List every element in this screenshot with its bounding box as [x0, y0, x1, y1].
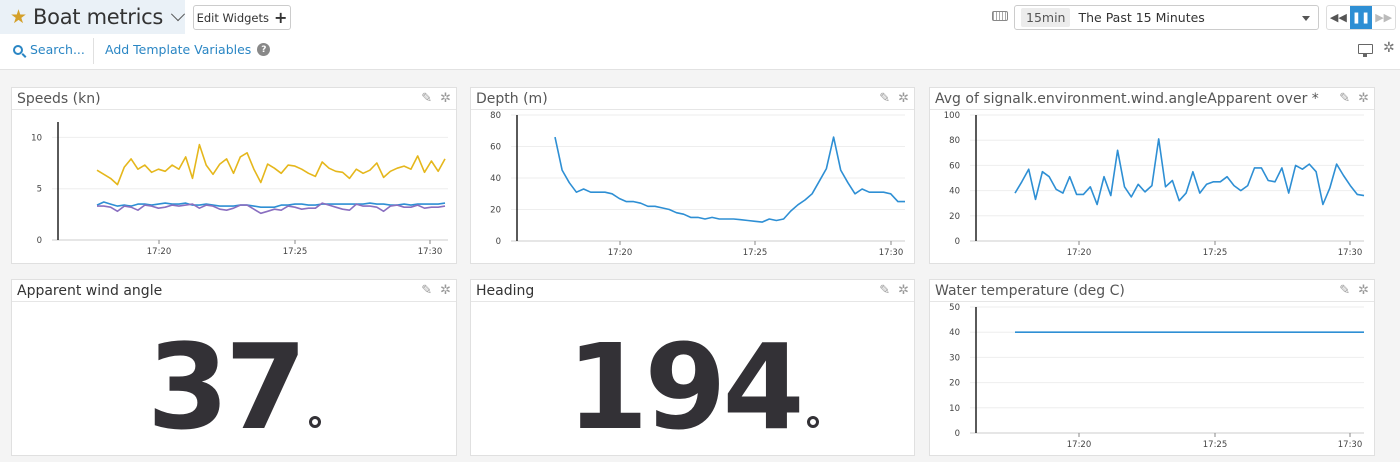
help-icon[interactable]: ? [257, 43, 271, 56]
template-vars-label: Add Template Variables [105, 42, 252, 57]
svg-text:17:20: 17:20 [608, 248, 633, 258]
svg-text:0: 0 [955, 237, 960, 247]
pencil-icon[interactable]: ✎ [421, 283, 433, 298]
panel-title: Avg of signalk.environment.wind.angleApp… [935, 90, 1319, 107]
panel-header: Water temperature (deg C) ✎ ✲ [930, 280, 1374, 302]
value-text: 37 [146, 318, 307, 456]
pause-icon[interactable]: ❚❚ [1349, 6, 1373, 29]
edit-widgets-label: Edit Widgets [196, 10, 269, 25]
divider [93, 38, 94, 64]
heading-panel: Heading ✎ ✲ 194 [470, 279, 915, 456]
fast-forward-icon[interactable]: ▶▶ [1375, 11, 1393, 24]
edit-widgets-button[interactable]: Edit Widgets + [193, 5, 291, 30]
panel-header: Apparent wind angle ✎ ✲ [12, 280, 456, 302]
apparent-wind-angle-panel: Apparent wind angle ✎ ✲ 37 [11, 279, 457, 456]
speeds-panel: Speeds (kn) ✎ ✲ 0 5 10 17:20 17:25 17:30 [11, 87, 457, 264]
svg-text:17:25: 17:25 [1203, 248, 1228, 258]
svg-text:17:30: 17:30 [879, 248, 904, 258]
svg-text:60: 60 [949, 161, 960, 171]
tv-mode-icon[interactable] [1358, 44, 1373, 57]
svg-text:10: 10 [31, 133, 42, 143]
depth-panel: Depth (m) ✎ ✲ 0 20 40 60 80 17:20 17:25 17:30 [470, 87, 915, 264]
svg-text:5: 5 [37, 185, 42, 195]
gear-icon[interactable]: ✲ [898, 91, 909, 106]
panel-header: Depth (m) ✎ ✲ [471, 88, 914, 110]
keyboard-icon[interactable] [992, 11, 1008, 21]
search-icon [13, 44, 23, 55]
svg-text:60: 60 [490, 143, 501, 153]
playback-controls: ◀◀ ❚❚ ▶▶ [1326, 5, 1396, 30]
svg-text:20: 20 [949, 212, 960, 222]
panel-header: Avg of signalk.environment.wind.angleApp… [930, 88, 1374, 110]
svg-text:17:25: 17:25 [743, 248, 768, 258]
degree-icon [309, 416, 322, 428]
svg-text:17:30: 17:30 [1338, 248, 1363, 258]
svg-text:0: 0 [955, 429, 960, 439]
dashboard-title-dropdown[interactable]: ★ Boat metrics [0, 0, 186, 34]
water-temperature-panel: Water temperature (deg C) ✎ ✲ 0 10 20 30 40 50… [929, 279, 1375, 456]
wind-angle-chart[interactable]: 0 20 40 60 80 100 17:20 17:25 17:30 [930, 110, 1374, 263]
gear-icon[interactable]: ✲ [440, 283, 451, 298]
panel-title: Heading [476, 282, 535, 299]
degree-icon [806, 416, 819, 428]
svg-text:0: 0 [496, 237, 501, 247]
svg-text:40: 40 [490, 174, 501, 184]
wind-angle-panel: Avg of signalk.environment.wind.angleApp… [929, 87, 1375, 264]
pencil-icon[interactable]: ✎ [421, 91, 433, 106]
panel-header: Heading ✎ ✲ [471, 280, 914, 302]
big-number-value: 194 [471, 328, 914, 446]
pencil-icon[interactable]: ✎ [879, 283, 891, 298]
time-range-label: The Past 15 Minutes [1078, 10, 1205, 25]
panel-title: Water temperature (deg C) [935, 282, 1125, 299]
dashboard-header: ★ Boat metrics Edit Widgets + Search... … [0, 0, 1400, 70]
gear-icon[interactable]: ✲ [1358, 91, 1369, 106]
depth-chart[interactable]: 0 20 40 60 80 17:20 17:25 17:30 [471, 110, 914, 263]
chevron-down-icon[interactable] [170, 7, 186, 22]
gear-icon[interactable]: ✲ [1358, 283, 1369, 298]
svg-text:40: 40 [949, 328, 960, 338]
svg-text:30: 30 [949, 353, 960, 363]
svg-text:20: 20 [490, 206, 501, 216]
rewind-icon[interactable]: ◀◀ [1329, 11, 1347, 24]
time-range-select[interactable]: 15min The Past 15 Minutes [1014, 5, 1319, 30]
time-badge: 15min [1021, 8, 1071, 27]
svg-text:17:25: 17:25 [283, 247, 308, 257]
pencil-icon[interactable]: ✎ [879, 91, 891, 106]
pencil-icon[interactable]: ✎ [1339, 91, 1351, 106]
gear-icon[interactable]: ✲ [1383, 40, 1395, 56]
svg-text:80: 80 [490, 111, 501, 121]
speeds-chart[interactable]: 0 5 10 17:20 17:25 17:30 [12, 110, 456, 263]
big-number-value: 37 [12, 328, 456, 446]
caret-down-icon [1302, 16, 1310, 21]
gear-icon[interactable]: ✲ [898, 283, 909, 298]
panel-header: Speeds (kn) ✎ ✲ [12, 88, 456, 110]
dashboard-title: Boat metrics [33, 5, 164, 29]
svg-text:17:20: 17:20 [1067, 248, 1092, 258]
panel-title: Speeds (kn) [17, 90, 101, 107]
search-label: Search... [30, 42, 85, 57]
svg-text:50: 50 [949, 303, 960, 313]
svg-text:0: 0 [37, 236, 42, 246]
water-temperature-chart[interactable]: 0 10 20 30 40 50 17:20 17:25 17:30 [930, 302, 1374, 455]
svg-text:80: 80 [949, 136, 960, 146]
gear-icon[interactable]: ✲ [440, 91, 451, 106]
svg-text:10: 10 [949, 404, 960, 414]
svg-text:20: 20 [949, 379, 960, 389]
search-link[interactable]: Search... [13, 42, 85, 57]
svg-text:17:20: 17:20 [147, 247, 172, 257]
svg-text:40: 40 [949, 187, 960, 197]
pencil-icon[interactable]: ✎ [1339, 283, 1351, 298]
value-text: 194 [566, 318, 804, 456]
add-template-variables-link[interactable]: Add Template Variables ? [105, 42, 271, 57]
svg-text:17:30: 17:30 [1338, 440, 1363, 450]
panel-title: Depth (m) [476, 90, 548, 107]
star-icon[interactable]: ★ [10, 5, 28, 28]
svg-text:17:25: 17:25 [1203, 440, 1228, 450]
panel-title: Apparent wind angle [17, 282, 163, 299]
svg-text:100: 100 [944, 111, 960, 121]
svg-text:17:30: 17:30 [418, 247, 443, 257]
svg-text:17:20: 17:20 [1067, 440, 1092, 450]
plus-icon: + [274, 7, 288, 27]
